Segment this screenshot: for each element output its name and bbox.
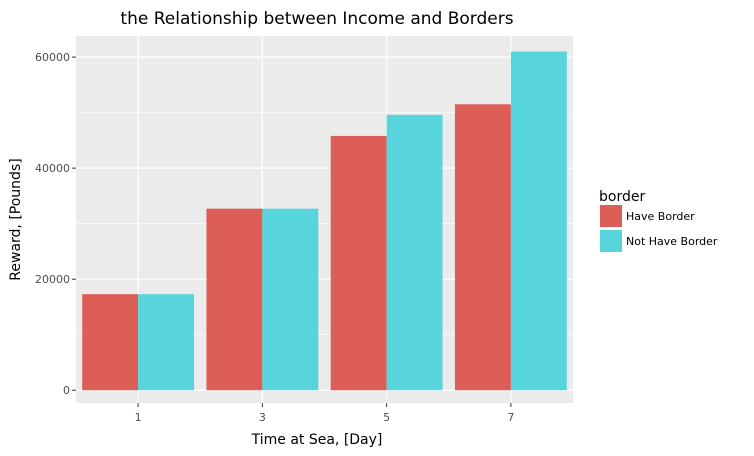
legend: border Have Border Not Have Border <box>599 189 718 252</box>
x-tick-label: 7 <box>507 411 514 424</box>
legend-swatch-have-border <box>600 205 622 227</box>
bar-have-border-1 <box>82 294 139 391</box>
bar-have-border-7 <box>454 104 511 391</box>
bar-not-have-border-5 <box>386 114 443 391</box>
y-tick-label: 20000 <box>35 273 70 286</box>
bar-have-border-3 <box>206 208 263 391</box>
bars <box>82 51 567 391</box>
y-axis-ticks: 0 20000 40000 60000 <box>35 51 76 397</box>
x-tick-label: 1 <box>135 411 142 424</box>
legend-swatch-not-have-border <box>600 230 622 252</box>
x-axis-ticks: 1 3 5 7 <box>135 403 514 424</box>
bar-not-have-border-1 <box>138 294 195 391</box>
legend-title: border <box>599 189 645 205</box>
y-axis-title: Reward, [Pounds] <box>8 158 24 280</box>
legend-label-not-have-border: Not Have Border <box>626 235 718 248</box>
bar-not-have-border-3 <box>262 208 319 391</box>
y-tick-label: 40000 <box>35 162 70 175</box>
y-tick-label: 60000 <box>35 51 70 64</box>
x-tick-label: 3 <box>259 411 266 424</box>
bar-not-have-border-7 <box>510 51 567 391</box>
legend-label-have-border: Have Border <box>626 210 695 223</box>
chart-title: the Relationship between Income and Bord… <box>120 9 513 29</box>
x-tick-label: 5 <box>383 411 390 424</box>
x-axis-title: Time at Sea, [Day] <box>251 432 383 448</box>
bar-have-border-5 <box>330 135 387 391</box>
y-tick-label: 0 <box>63 384 70 397</box>
